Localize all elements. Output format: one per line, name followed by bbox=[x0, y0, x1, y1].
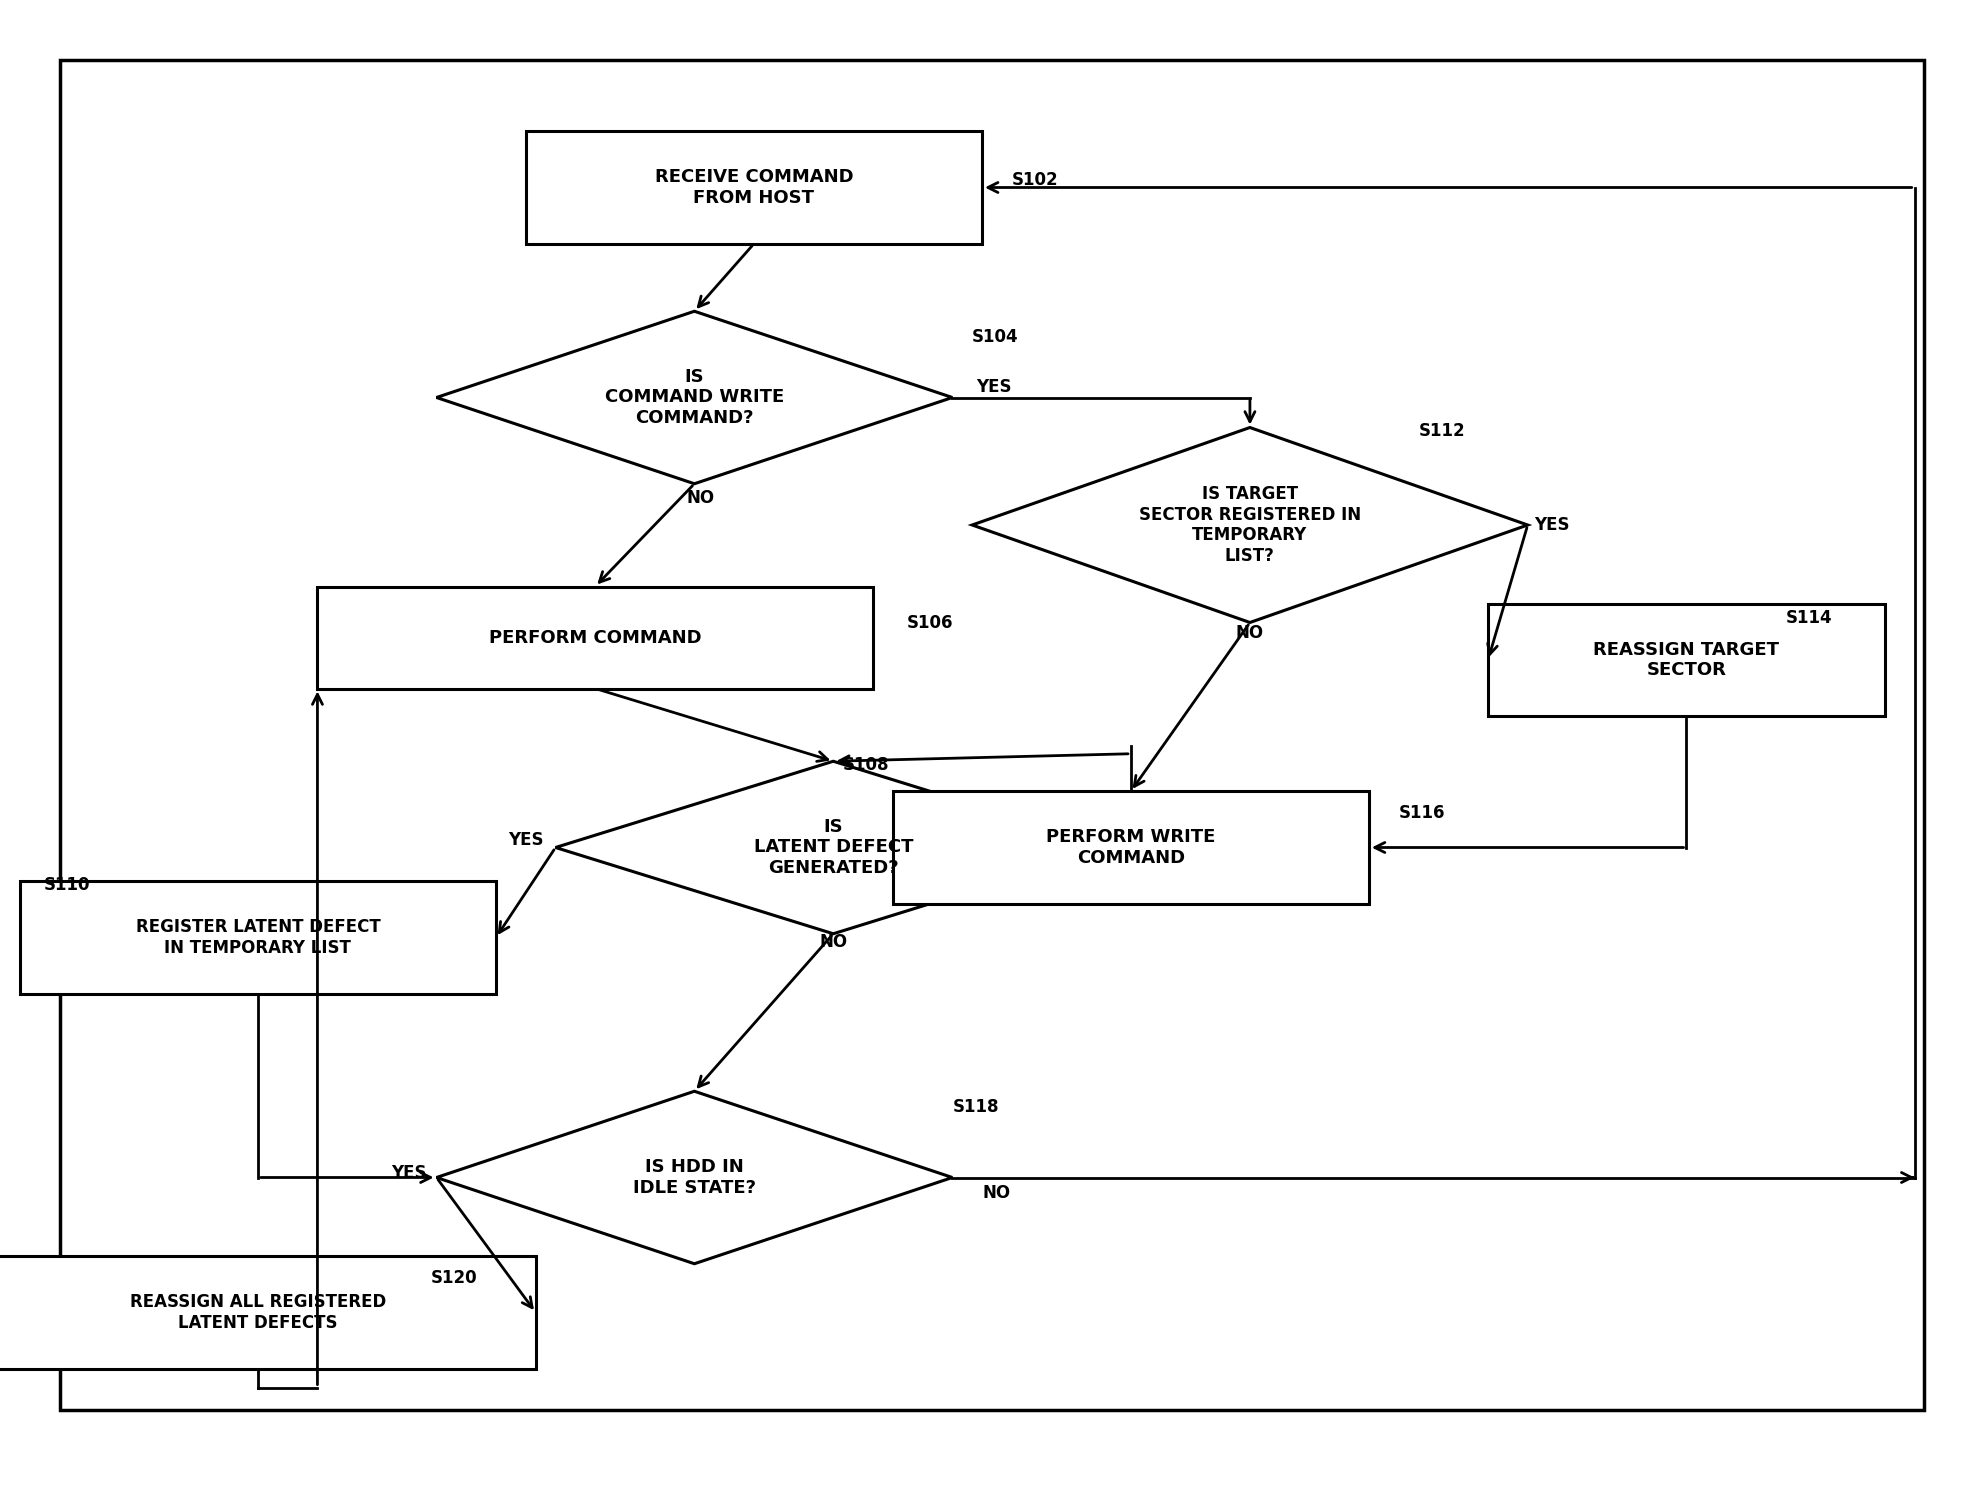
FancyBboxPatch shape bbox=[0, 1257, 536, 1368]
Polygon shape bbox=[436, 312, 952, 483]
Text: S104: S104 bbox=[972, 328, 1020, 346]
Text: S102: S102 bbox=[1012, 171, 1059, 189]
Text: REASSIGN TARGET
SECTOR: REASSIGN TARGET SECTOR bbox=[1593, 640, 1780, 680]
FancyBboxPatch shape bbox=[526, 132, 982, 243]
Text: S118: S118 bbox=[952, 1098, 998, 1116]
Text: S120: S120 bbox=[431, 1269, 478, 1287]
Text: S114: S114 bbox=[1786, 609, 1833, 627]
Text: PERFORM WRITE
COMMAND: PERFORM WRITE COMMAND bbox=[1046, 828, 1216, 867]
Text: PERFORM COMMAND: PERFORM COMMAND bbox=[488, 628, 702, 646]
Text: YES: YES bbox=[391, 1164, 427, 1182]
Text: REGISTER LATENT DEFECT
IN TEMPORARY LIST: REGISTER LATENT DEFECT IN TEMPORARY LIST bbox=[135, 918, 381, 957]
FancyBboxPatch shape bbox=[317, 586, 873, 688]
Text: IS TARGET
SECTOR REGISTERED IN
TEMPORARY
LIST?: IS TARGET SECTOR REGISTERED IN TEMPORARY… bbox=[1139, 484, 1361, 566]
Text: IS HDD IN
IDLE STATE?: IS HDD IN IDLE STATE? bbox=[633, 1158, 756, 1197]
FancyBboxPatch shape bbox=[1488, 603, 1885, 715]
Polygon shape bbox=[972, 427, 1528, 622]
Text: YES: YES bbox=[508, 831, 544, 849]
FancyBboxPatch shape bbox=[60, 60, 1924, 1410]
Text: YES: YES bbox=[976, 378, 1012, 396]
Text: S110: S110 bbox=[44, 876, 89, 894]
Text: IS
LATENT DEFECT
GENERATED?: IS LATENT DEFECT GENERATED? bbox=[754, 818, 913, 878]
Text: NO: NO bbox=[686, 489, 714, 507]
Text: S112: S112 bbox=[1419, 422, 1466, 440]
Text: NO: NO bbox=[819, 933, 847, 951]
Text: NO: NO bbox=[1236, 624, 1264, 642]
Text: S108: S108 bbox=[843, 756, 889, 774]
Text: S116: S116 bbox=[1399, 804, 1444, 822]
Text: RECEIVE COMMAND
FROM HOST: RECEIVE COMMAND FROM HOST bbox=[655, 168, 853, 207]
Text: S106: S106 bbox=[907, 614, 952, 632]
Text: NO: NO bbox=[982, 1184, 1010, 1202]
Polygon shape bbox=[556, 762, 1111, 933]
Text: IS
COMMAND WRITE
COMMAND?: IS COMMAND WRITE COMMAND? bbox=[605, 368, 784, 428]
Polygon shape bbox=[436, 1092, 952, 1263]
Text: YES: YES bbox=[1534, 516, 1569, 534]
FancyBboxPatch shape bbox=[893, 792, 1369, 903]
Text: REASSIGN ALL REGISTERED
LATENT DEFECTS: REASSIGN ALL REGISTERED LATENT DEFECTS bbox=[129, 1293, 387, 1332]
FancyBboxPatch shape bbox=[20, 882, 496, 993]
